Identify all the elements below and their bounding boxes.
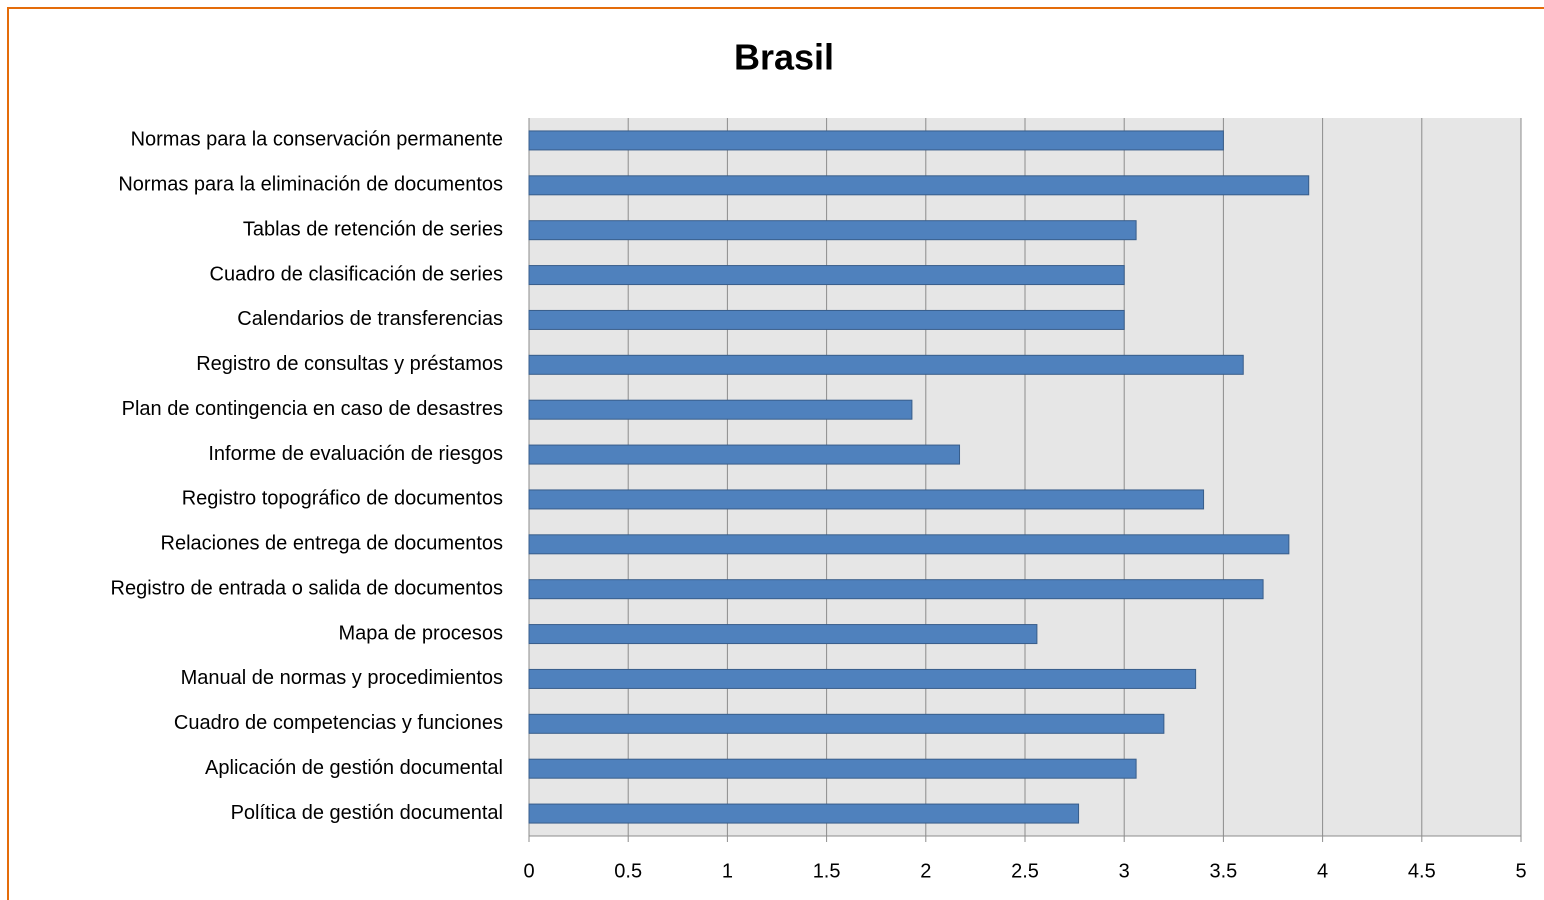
x-tick-label: 4 — [1317, 860, 1328, 882]
y-tick-label: Manual de normas y procedimientos — [181, 667, 503, 689]
y-tick-label: Normas para la eliminación de documentos — [118, 174, 503, 196]
x-tick-label: 2 — [920, 860, 931, 882]
y-tick-label: Normas para la conservación permanente — [131, 129, 503, 151]
y-tick-label: Plan de contingencia en caso de desastre… — [122, 398, 503, 420]
y-tick-label: Tablas de retención de series — [243, 218, 503, 240]
x-tick-label: 5 — [1515, 860, 1526, 882]
bar — [528, 713, 1165, 734]
x-tick-label: 4.5 — [1408, 860, 1436, 882]
bar — [528, 444, 961, 465]
x-tick-label: 0.5 — [614, 860, 642, 882]
y-tick-label: Aplicación de gestión documental — [205, 757, 503, 779]
y-tick-label: Cuadro de competencias y funciones — [174, 712, 503, 734]
bar — [528, 489, 1205, 510]
bar — [528, 668, 1197, 689]
bar — [528, 758, 1137, 779]
y-tick-label: Calendarios de transferencias — [237, 308, 503, 330]
bar — [528, 399, 913, 420]
chart-border — [7, 7, 1544, 900]
bar — [528, 309, 1125, 330]
x-tick-label: 1.5 — [813, 860, 841, 882]
y-tick-label: Política de gestión documental — [231, 802, 503, 824]
y-tick-label: Registro de entrada o salida de document… — [111, 577, 503, 599]
bar — [528, 265, 1125, 286]
chart-title: Brasil — [734, 37, 834, 78]
y-tick-label: Registro topográfico de documentos — [182, 488, 503, 510]
y-tick-label: Mapa de procesos — [338, 622, 503, 644]
bar — [528, 624, 1038, 645]
bar — [528, 354, 1244, 375]
y-tick-label: Informe de evaluación de riesgos — [208, 443, 503, 465]
x-tick-label: 3 — [1119, 860, 1130, 882]
y-tick-label: Relaciones de entrega de documentos — [161, 533, 503, 555]
bar — [528, 130, 1224, 151]
x-tick-label: 3.5 — [1209, 860, 1237, 882]
bar — [528, 534, 1290, 555]
y-tick-label: Cuadro de clasificación de series — [210, 263, 504, 285]
bar — [528, 220, 1137, 241]
x-tick-label: 2.5 — [1011, 860, 1039, 882]
bar — [528, 803, 1080, 824]
bar — [528, 175, 1310, 196]
bar — [528, 579, 1264, 600]
x-tick-label: 1 — [722, 860, 733, 882]
x-tick-label: 0 — [523, 860, 534, 882]
y-tick-label: Registro de consultas y préstamos — [196, 353, 503, 375]
